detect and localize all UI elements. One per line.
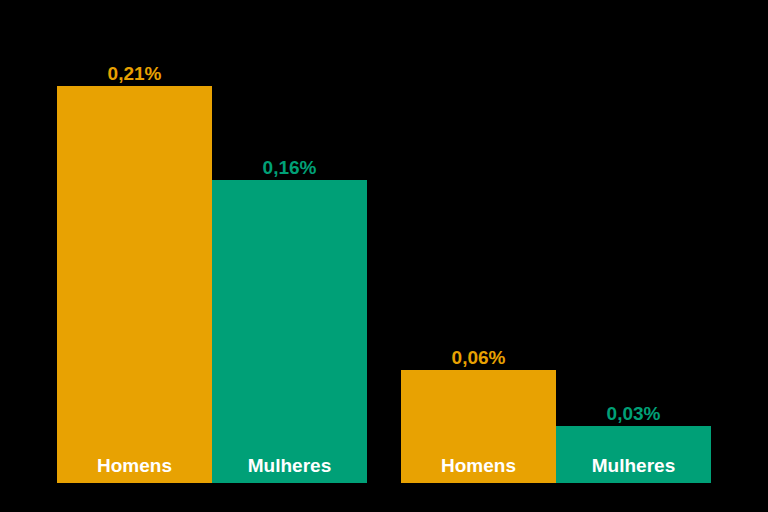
bar-value-label: 0,06% (401, 347, 556, 368)
bar-value-label: 0,16% (212, 157, 367, 178)
bar-group2-mulheres: 0,03% Mulheres (556, 426, 711, 483)
bar-category-label: Mulheres (556, 455, 711, 477)
bar-category-label: Homens (401, 455, 556, 477)
bar-value-label: 0,03% (556, 403, 711, 424)
bar-group2-homens: 0,06% Homens (401, 370, 556, 483)
bar-chart: 0,21% Homens 0,16% Mulheres 0,06% Homens… (0, 0, 768, 512)
bar-category-label: Mulheres (212, 455, 367, 477)
bar-value-label: 0,21% (57, 63, 212, 84)
bar-category-label: Homens (57, 455, 212, 477)
bar-group1-mulheres: 0,16% Mulheres (212, 180, 367, 483)
bar-group1-homens: 0,21% Homens (57, 86, 212, 483)
